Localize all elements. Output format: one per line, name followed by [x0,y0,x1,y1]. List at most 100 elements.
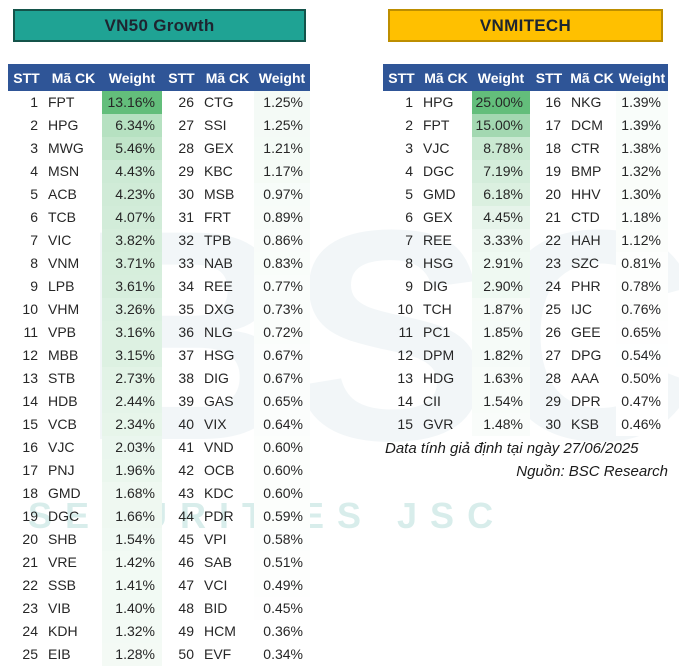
weight-cell: 3.82% [102,229,162,252]
weight-cell: 1.96% [102,459,162,482]
weight-cell: 0.89% [254,206,310,229]
stt-cell: 44 [178,508,194,524]
weight-cell: 0.77% [254,275,310,298]
stt-cell: 24 [545,278,561,294]
table-row: 2 FPT 15.00% 17 DCM 1.39% [383,114,668,137]
ticker-cell: GEX [423,209,453,225]
stt-cell: 14 [397,393,413,409]
weight-cell: 1.48% [472,413,530,436]
table-row: 20 SHB 1.54% 45 VPI 0.58% [8,528,310,551]
table-row: 7 VIC 3.82% 32 TPB 0.86% [8,229,310,252]
table-row: 1 HPG 25.00% 16 NKG 1.39% [383,91,668,114]
stt-cell: 45 [178,531,194,547]
stt-cell: 28 [545,370,561,386]
weight-cell: 3.71% [102,252,162,275]
ticker-cell: DIG [204,370,229,386]
ticker-cell: HSG [423,255,454,271]
table-row: 16 VJC 2.03% 41 VND 0.60% [8,436,310,459]
ticker-cell: PNJ [48,462,75,478]
ticker-cell: VNM [48,255,80,271]
ticker-cell: HAH [571,232,601,248]
ticker-cell: SSI [204,117,227,133]
stt-cell: 38 [178,370,194,386]
weight-cell: 1.12% [616,229,668,252]
table-row: 15 GVR 1.48% 30 KSB 0.46% [383,413,668,436]
weight-cell: 0.60% [254,436,310,459]
table-row: 3 VJC 8.78% 18 CTR 1.38% [383,137,668,160]
vn50-growth-title: VN50 Growth [13,9,306,42]
ticker-cell: VPB [48,324,77,340]
ticker-cell: GMD [48,485,81,501]
stt-cell: 5 [30,186,38,202]
table-row: 6 GEX 4.45% 21 CTD 1.18% [383,206,668,229]
weight-cell: 0.73% [254,298,310,321]
stt-cell: 26 [545,324,561,340]
ticker-cell: SAB [204,554,233,570]
stt-cell: 42 [178,462,194,478]
table-row: 24 KDH 1.32% 49 HCM 0.36% [8,620,310,643]
stt-cell: 6 [30,209,38,225]
stt-cell: 15 [397,416,413,432]
weight-cell: 7.19% [472,160,530,183]
weight-cell: 3.26% [102,298,162,321]
stt-cell: 8 [30,255,38,271]
ticker-cell: CTG [204,94,234,110]
ticker-cell: REE [204,278,233,294]
ticker-cell: NKG [571,94,602,110]
ticker-cell: GAS [204,393,234,409]
ticker-cell: KBC [204,163,233,179]
ticker-cell: VHM [48,301,80,317]
table-row: 9 LPB 3.61% 34 REE 0.77% [8,275,310,298]
stt-cell: 25 [22,646,38,662]
stt-cell: 2 [405,117,413,133]
weight-cell: 1.54% [102,528,162,551]
ticker-cell: VIX [204,416,227,432]
stt-cell: 6 [405,209,413,225]
stt-cell: 3 [30,140,38,156]
weight-cell: 3.16% [102,321,162,344]
table-row: 18 GMD 1.68% 43 KDC 0.60% [8,482,310,505]
ticker-cell: DPM [423,347,455,363]
column-header: Weight [258,69,306,86]
table-row: 19 DGC 1.66% 44 PDR 0.59% [8,505,310,528]
weight-cell: 0.49% [254,574,310,597]
stt-cell: 37 [178,347,194,363]
ticker-cell: FPT [423,117,450,133]
ticker-cell: BID [204,600,228,616]
ticker-cell: HDB [48,393,78,409]
weight-cell: 0.65% [254,390,310,413]
stt-cell: 23 [545,255,561,271]
table-row: 4 DGC 7.19% 19 BMP 1.32% [383,160,668,183]
ticker-cell: ACB [48,186,77,202]
stt-cell: 41 [178,439,194,455]
ticker-cell: PHR [571,278,601,294]
weight-cell: 0.36% [254,620,310,643]
weight-cell: 0.45% [254,597,310,620]
stt-cell: 27 [178,117,194,133]
stt-cell: 22 [545,232,561,248]
column-header: Weight [477,69,525,86]
column-header: STT [13,69,40,86]
ticker-cell: MBB [48,347,79,363]
column-header: Mã CK [424,69,468,86]
stt-cell: 11 [23,324,38,340]
stt-cell: 16 [545,94,561,110]
stt-cell: 31 [178,209,194,225]
stt-cell: 20 [22,531,38,547]
table-row: 10 TCH 1.87% 25 IJC 0.76% [383,298,668,321]
table-row: 13 STB 2.73% 38 DIG 0.67% [8,367,310,390]
stt-cell: 15 [22,416,38,432]
weight-cell: 2.90% [472,275,530,298]
weight-cell: 1.63% [472,367,530,390]
weight-cell: 0.65% [616,321,668,344]
weight-cell: 0.86% [254,229,310,252]
ticker-cell: DXG [204,301,235,317]
ticker-cell: SZC [571,255,599,271]
ticker-cell: EVF [204,646,232,662]
table-row: 1 FPT 13.16% 26 CTG 1.25% [8,91,310,114]
ticker-cell: NAB [204,255,233,271]
table-row: 11 PC1 1.85% 26 GEE 0.65% [383,321,668,344]
stt-cell: 35 [178,301,194,317]
ticker-cell: GMD [423,186,456,202]
ticker-cell: HCM [204,623,236,639]
